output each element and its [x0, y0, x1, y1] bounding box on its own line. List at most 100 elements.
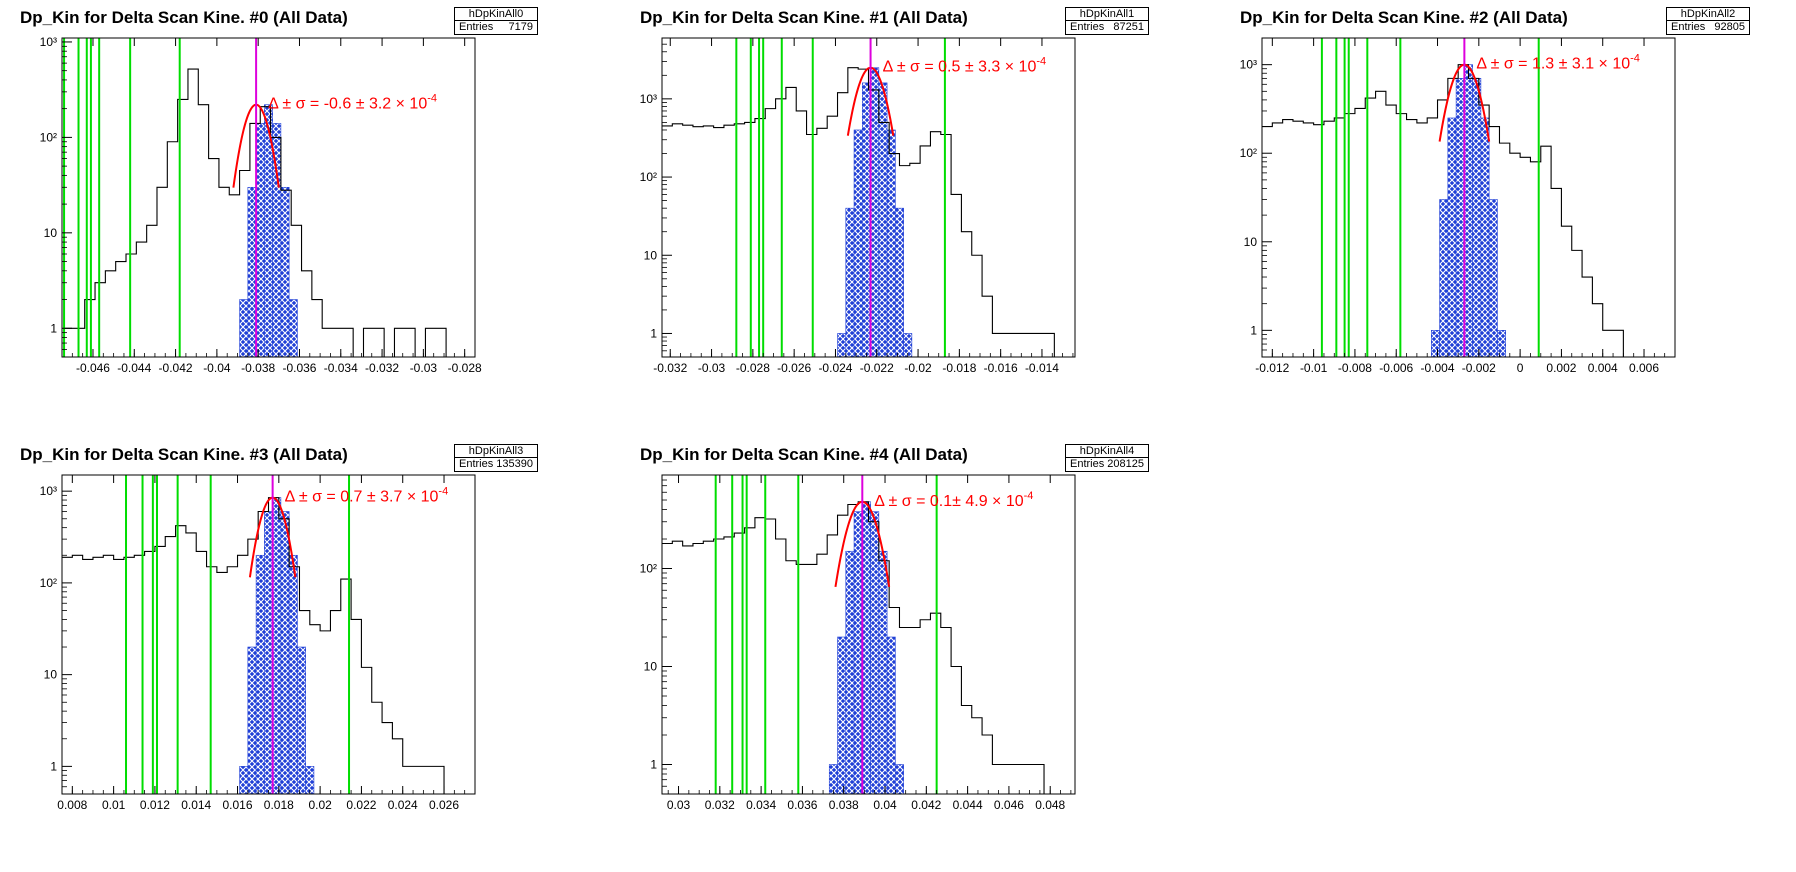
x-tick-label: -0.006 [1379, 361, 1413, 375]
y-tick-label: 10² [640, 562, 657, 576]
stat-entries-label: Entries [1070, 458, 1105, 470]
fill-bar [837, 333, 847, 357]
x-tick-label: 0.002 [1546, 361, 1576, 375]
stat-entries-value: 135390 [496, 458, 533, 470]
x-tick-label: 0.012 [140, 798, 170, 812]
fill-bar [1447, 117, 1457, 357]
x-tick-label: 0.026 [429, 798, 459, 812]
stat-entries-label: Entries [1070, 21, 1105, 33]
y-tick-label: 10³ [40, 35, 57, 49]
fit-annotation: Δ ± σ = 0.1± 4.9 × 10-4 [874, 490, 1033, 510]
pad-title: Dp_Kin for Delta Scan Kine. #3 (All Data… [20, 445, 348, 464]
histogram-pad-1: Dp_Kin for Delta Scan Kine. #1 (All Data… [600, 0, 1200, 430]
fill-bar [870, 67, 880, 357]
y-tick-label: 1 [50, 759, 57, 773]
x-tick-label: 0.004 [1588, 361, 1618, 375]
x-tick-label: -0.038 [241, 361, 275, 375]
x-tick-label: -0.028 [448, 361, 482, 375]
x-tick-label: 0.034 [746, 798, 776, 812]
x-tick-label: 0.04 [873, 798, 897, 812]
fill-bar [247, 646, 257, 794]
histogram-series [662, 501, 1065, 794]
x-tick-label: 0.008 [57, 798, 87, 812]
histogram-pad-3: Dp_Kin for Delta Scan Kine. #3 (All Data… [0, 437, 540, 867]
fit-annotation: Δ ± σ = 0.5 ± 3.3 × 10-4 [883, 56, 1047, 76]
fill-bar [1431, 330, 1440, 357]
x-tick-label: -0.032 [365, 361, 399, 375]
y-tick-label: 10² [640, 170, 657, 184]
pad-title: Dp_Kin for Delta Scan Kine. #1 (All Data… [640, 8, 968, 27]
x-tick-label: -0.024 [818, 361, 852, 375]
fit-annotation: Δ ± σ = 0.7 ± 3.7 × 10-4 [285, 486, 449, 506]
x-tick-label: 0.02 [308, 798, 332, 812]
fill-bar [239, 299, 249, 357]
y-tick-label: 10 [644, 660, 658, 674]
x-tick-label: -0.03 [410, 361, 438, 375]
fill-bar [280, 186, 290, 357]
y-tick-label: 1 [1250, 323, 1257, 337]
x-tick-label: 0.032 [705, 798, 735, 812]
histogram-series [662, 67, 1065, 357]
histogram-plot: 0.008 0.01 0.012 0.014 0.016 0.018 0.02 0.022 0.… [40, 474, 476, 812]
fill-bar [895, 764, 904, 794]
x-tick-label: 0.046 [994, 798, 1024, 812]
fill-bar [264, 511, 273, 794]
fill-bar [878, 82, 888, 357]
stat-box-name: hDpKinAll2 [1667, 8, 1749, 21]
fill-bar [255, 123, 265, 357]
x-tick-label: -0.044 [117, 361, 151, 375]
stat-entries-label: Entries [1671, 21, 1706, 33]
x-tick-label: -0.046 [76, 361, 110, 375]
x-tick-label: 0.036 [787, 798, 817, 812]
x-tick-label: 0.006 [1629, 361, 1659, 375]
x-tick-label: 0.018 [264, 798, 294, 812]
fill-bar [1480, 117, 1490, 357]
fit-annotation: Δ ± σ = -0.6 ± 3.2 × 10-4 [268, 93, 437, 113]
fill-bar [870, 511, 880, 794]
y-tick-label: 10² [40, 130, 57, 144]
fill-bar [1464, 64, 1473, 357]
y-tick-label: 10 [44, 226, 58, 240]
y-tick-label: 10² [1240, 146, 1257, 160]
fill-bar [862, 501, 871, 794]
fill-bar [886, 129, 896, 357]
y-tick-label: 10 [1244, 235, 1258, 249]
x-tick-label: 0.022 [346, 798, 376, 812]
x-tick-label: -0.01 [1300, 361, 1328, 375]
x-tick-label: -0.026 [777, 361, 811, 375]
fill-bar [297, 646, 306, 794]
x-tick-label: 0.014 [181, 798, 211, 812]
y-tick-label: 1 [50, 321, 57, 335]
stat-entries-label: Entries [459, 458, 494, 470]
fill-bar [272, 497, 282, 794]
stat-entries-value: 7179 [508, 21, 533, 33]
fill-bar [903, 333, 913, 357]
y-tick-label: 10³ [640, 92, 657, 106]
stat-box: hDpKinAll1 Entries 87251 [1065, 7, 1149, 35]
fill-bar [895, 207, 904, 357]
x-tick-label: 0.044 [953, 798, 983, 812]
stat-entries-value: 92805 [1714, 21, 1745, 33]
stat-box-name: hDpKinAll4 [1066, 445, 1148, 458]
pad-title: Dp_Kin for Delta Scan Kine. #0 (All Data… [20, 8, 348, 27]
y-tick-label: 1 [650, 326, 657, 340]
fit-annotation: Δ ± σ = 1.3 ± 3.1 × 10-4 [1476, 53, 1640, 73]
x-tick-label: -0.012 [1255, 361, 1289, 375]
fill-bar [845, 207, 855, 357]
y-tick-label: 10² [40, 576, 57, 590]
x-tick-label: -0.04 [203, 361, 231, 375]
fill-bar [853, 129, 863, 357]
x-tick-label: 0.016 [223, 798, 253, 812]
plot-frame [661, 474, 1076, 795]
fill-bar [288, 554, 298, 794]
plot-area [662, 475, 1065, 794]
fill-bar [1455, 78, 1465, 357]
histogram-pad-2: Dp_Kin for Delta Scan Kine. #2 (All Data… [1200, 0, 1796, 430]
y-tick-label: 1 [650, 758, 657, 772]
x-tick-label: -0.002 [1462, 361, 1496, 375]
y-tick-label: 10³ [40, 484, 57, 498]
x-tick-label: 0.048 [1035, 798, 1065, 812]
fill-bar [828, 764, 838, 794]
x-tick-label: 0.038 [829, 798, 859, 812]
x-tick-label: -0.032 [653, 361, 687, 375]
